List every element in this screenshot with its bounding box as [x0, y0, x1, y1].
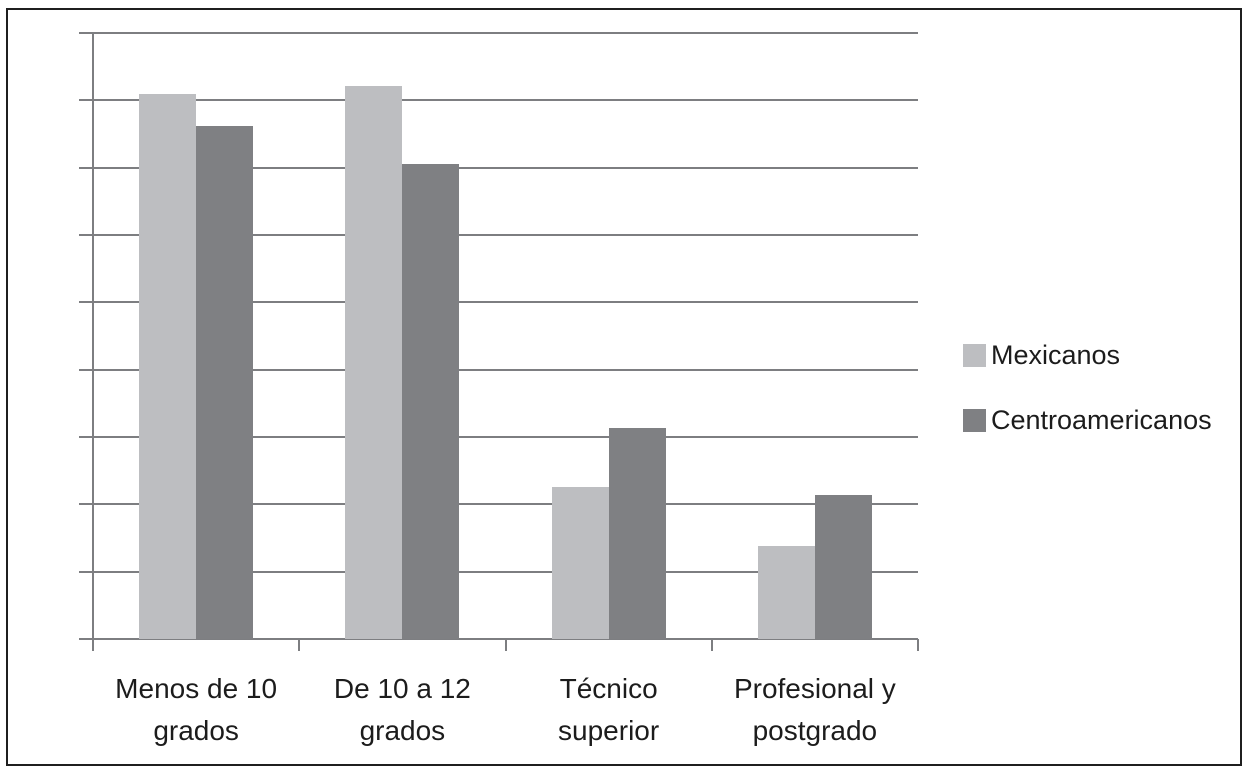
x-category-label-1-line-0: De 10 a 12	[333, 673, 471, 704]
y-axis-label-30	[0, 218, 58, 252]
y-axis-label-20	[0, 353, 58, 387]
x-category-label-1-line-1: grados	[359, 715, 446, 746]
y-axis-label-40	[0, 83, 58, 117]
bar-centroamericanos-1	[402, 163, 460, 639]
bar-centroamericanos-0	[196, 125, 254, 639]
legend-label-mexicanos: Mexicanos	[991, 339, 1121, 370]
y-tick-mark-30	[79, 234, 93, 236]
y-axis-label-5	[0, 555, 58, 589]
y-axis-line	[92, 33, 94, 651]
gridline-30	[93, 234, 918, 236]
x-category-label-3-line-1: postgrado	[752, 715, 878, 746]
gridline-25	[93, 301, 918, 304]
gridline-35	[93, 166, 918, 169]
y-tick-mark-10	[79, 503, 93, 506]
gridline-45	[93, 32, 918, 34]
y-axis-label-15	[0, 420, 58, 454]
bar-mexicanos-2	[551, 486, 609, 639]
bar-centroamericanos-3	[814, 494, 872, 639]
x-tick-mark-3	[710, 639, 713, 651]
x-category-label-3-line-0: Profesional y	[733, 673, 896, 704]
gridline-20	[93, 368, 918, 371]
y-tick-mark-40	[79, 99, 93, 102]
x-tick-mark-2	[504, 639, 507, 651]
y-tick-mark-45	[79, 32, 93, 34]
gridline-40	[93, 99, 918, 102]
legend-swatch-centroamericanos	[963, 408, 986, 432]
y-tick-mark-15	[79, 436, 93, 438]
x-category-label-0-line-0: Menos de 10	[115, 673, 278, 704]
bar-mexicanos-0	[139, 93, 197, 639]
x-tick-mark-1	[298, 639, 301, 651]
x-category-label-2-line-1: superior	[558, 715, 660, 746]
x-axis-line	[79, 638, 918, 640]
legend-item-mexicanos: Mexicanos	[963, 340, 1120, 370]
y-tick-mark-35	[79, 166, 93, 169]
x-category-label-2: Técnico superior	[506, 668, 712, 752]
legend-item-centroamericanos: Centroamericanos	[963, 405, 1212, 435]
y-tick-mark-25	[79, 301, 93, 304]
y-tick-mark-5	[79, 570, 93, 573]
y-tick-mark-20	[79, 368, 93, 371]
gridline-10	[93, 503, 918, 506]
bar-mexicanos-3	[757, 546, 815, 639]
x-category-label-3: Profesional y postgrado	[712, 668, 918, 752]
y-axis-label-10	[0, 487, 58, 521]
x-category-label-1: De 10 a 12 grados	[299, 668, 505, 752]
gridline-15	[93, 436, 918, 438]
bar-mexicanos-1	[345, 85, 403, 639]
figure-border	[6, 8, 1242, 766]
legend-swatch-mexicanos	[963, 343, 986, 367]
x-category-label-0-line-1: grados	[153, 715, 239, 746]
y-axis-label-45	[0, 16, 58, 50]
x-tick-mark-4	[917, 639, 919, 651]
y-axis-label-0	[0, 622, 58, 656]
y-axis-label-35	[0, 151, 58, 185]
gridline-5	[93, 570, 918, 573]
x-category-label-2-line-0: Técnico	[559, 673, 658, 704]
legend-label-centroamericanos: Centroamericanos	[991, 404, 1212, 435]
bar-centroamericanos-2	[608, 427, 666, 639]
y-axis-label-25	[0, 285, 58, 319]
x-category-label-0: Menos de 10 grados	[93, 668, 299, 752]
